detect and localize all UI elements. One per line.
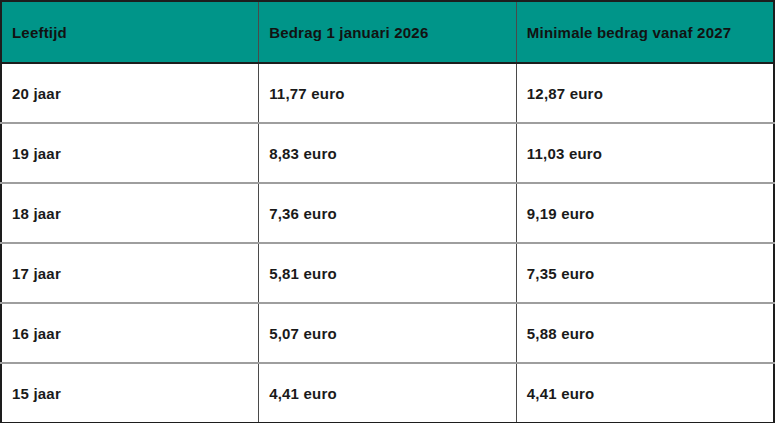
cell-amount-2027: 7,35 euro	[516, 243, 774, 303]
cell-amount-2026: 11,77 euro	[259, 63, 517, 123]
cell-age: 16 jaar	[1, 303, 259, 363]
minimum-wage-table-container: Leeftijd Bedrag 1 januari 2026 Minimale …	[0, 0, 775, 423]
header-minimale-bedrag-2027: Minimale bedrag vanaf 2027	[516, 1, 774, 63]
table-row: 15 jaar 4,41 euro 4,41 euro	[1, 363, 774, 423]
table-row: 19 jaar 8,83 euro 11,03 euro	[1, 123, 774, 183]
cell-age: 18 jaar	[1, 183, 259, 243]
cell-amount-2027: 12,87 euro	[516, 63, 774, 123]
cell-amount-2026: 4,41 euro	[259, 363, 517, 423]
header-bedrag-2026: Bedrag 1 januari 2026	[259, 1, 517, 63]
minimum-wage-table: Leeftijd Bedrag 1 januari 2026 Minimale …	[0, 0, 775, 423]
cell-age: 15 jaar	[1, 363, 259, 423]
cell-age: 20 jaar	[1, 63, 259, 123]
cell-amount-2027: 9,19 euro	[516, 183, 774, 243]
cell-amount-2027: 11,03 euro	[516, 123, 774, 183]
cell-amount-2026: 5,07 euro	[259, 303, 517, 363]
cell-age: 17 jaar	[1, 243, 259, 303]
cell-age: 19 jaar	[1, 123, 259, 183]
table-body: 20 jaar 11,77 euro 12,87 euro 19 jaar 8,…	[1, 63, 774, 423]
cell-amount-2027: 5,88 euro	[516, 303, 774, 363]
table-row: 18 jaar 7,36 euro 9,19 euro	[1, 183, 774, 243]
table-row: 16 jaar 5,07 euro 5,88 euro	[1, 303, 774, 363]
table-header: Leeftijd Bedrag 1 januari 2026 Minimale …	[1, 1, 774, 63]
table-row: 20 jaar 11,77 euro 12,87 euro	[1, 63, 774, 123]
cell-amount-2026: 7,36 euro	[259, 183, 517, 243]
cell-amount-2027: 4,41 euro	[516, 363, 774, 423]
header-leeftijd: Leeftijd	[1, 1, 259, 63]
cell-amount-2026: 8,83 euro	[259, 123, 517, 183]
cell-amount-2026: 5,81 euro	[259, 243, 517, 303]
header-row: Leeftijd Bedrag 1 januari 2026 Minimale …	[1, 1, 774, 63]
table-row: 17 jaar 5,81 euro 7,35 euro	[1, 243, 774, 303]
